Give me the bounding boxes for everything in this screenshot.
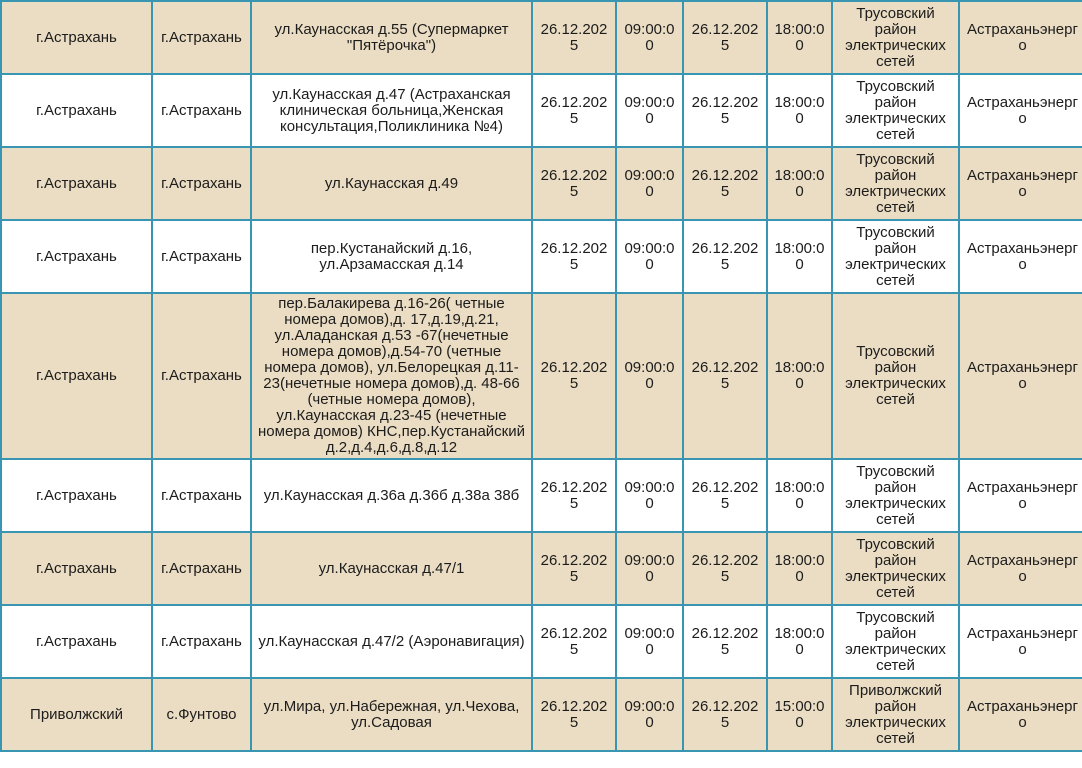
cell-network-area: Приволжский район электрических сетей: [831, 677, 960, 752]
cell-end-time: 18:00:00: [766, 292, 833, 460]
cell-network-area: Трусовский район электрических сетей: [831, 219, 960, 294]
cell-address: ул.Каунасская д.49: [250, 146, 533, 221]
cell-organization: Астраханьэнерго: [958, 677, 1082, 752]
table-row: г.Астрахань г.Астрахань пер.Балакирева д…: [0, 292, 1082, 460]
cell-organization: Астраханьэнерго: [958, 0, 1082, 75]
cell-address: ул.Мира, ул.Набережная, ул.Чехова, ул.Са…: [250, 677, 533, 752]
cell-start-time: 09:00:00: [615, 604, 684, 679]
cell-start-time: 09:00:00: [615, 73, 684, 148]
cell-network-area: Трусовский район электрических сетей: [831, 458, 960, 533]
cell-network-area: Трусовский район электрических сетей: [831, 531, 960, 606]
cell-start-time: 09:00:00: [615, 146, 684, 221]
cell-address: ул.Каунасская д.36а д.36б д.38а 38б: [250, 458, 533, 533]
cell-end-time: 18:00:00: [766, 458, 833, 533]
cell-end-time: 18:00:00: [766, 531, 833, 606]
cell-start-time: 09:00:00: [615, 677, 684, 752]
table-row: г.Астрахань г.Астрахань ул.Каунасская д.…: [0, 531, 1082, 606]
table-body: г.Астрахань г.Астрахань ул.Каунасская д.…: [0, 0, 1082, 752]
cell-address: пер.Кустанайский д.16, ул.Арзамасская д.…: [250, 219, 533, 294]
cell-settlement: г.Астрахань: [151, 73, 252, 148]
cell-settlement: г.Астрахань: [151, 146, 252, 221]
cell-start-time: 09:00:00: [615, 531, 684, 606]
cell-address: ул.Каунасская д.47 (Астраханская клиниче…: [250, 73, 533, 148]
cell-network-area: Трусовский район электрических сетей: [831, 146, 960, 221]
cell-start-date: 26.12.2025: [531, 292, 617, 460]
cell-district: Приволжский: [0, 677, 153, 752]
cell-settlement: г.Астрахань: [151, 458, 252, 533]
cell-end-date: 26.12.2025: [682, 219, 768, 294]
cell-network-area: Трусовский район электрических сетей: [831, 292, 960, 460]
cell-settlement: г.Астрахань: [151, 0, 252, 75]
cell-organization: Астраханьэнерго: [958, 292, 1082, 460]
cell-address: пер.Балакирева д.16-26( четные номера до…: [250, 292, 533, 460]
cell-organization: Астраханьэнерго: [958, 458, 1082, 533]
cell-start-date: 26.12.2025: [531, 677, 617, 752]
cell-network-area: Трусовский район электрических сетей: [831, 604, 960, 679]
cell-district: г.Астрахань: [0, 604, 153, 679]
cell-district: г.Астрахань: [0, 73, 153, 148]
cell-end-date: 26.12.2025: [682, 458, 768, 533]
cell-settlement: г.Астрахань: [151, 604, 252, 679]
cell-organization: Астраханьэнерго: [958, 604, 1082, 679]
cell-end-date: 26.12.2025: [682, 0, 768, 75]
table-row: г.Астрахань г.Астрахань ул.Каунасская д.…: [0, 73, 1082, 148]
cell-start-date: 26.12.2025: [531, 146, 617, 221]
cell-settlement: г.Астрахань: [151, 292, 252, 460]
cell-start-time: 09:00:00: [615, 292, 684, 460]
cell-district: г.Астрахань: [0, 146, 153, 221]
cell-start-time: 09:00:00: [615, 219, 684, 294]
cell-district: г.Астрахань: [0, 219, 153, 294]
cell-settlement: г.Астрахань: [151, 219, 252, 294]
cell-settlement: г.Астрахань: [151, 531, 252, 606]
cell-end-time: 18:00:00: [766, 73, 833, 148]
cell-organization: Астраханьэнерго: [958, 219, 1082, 294]
table-row: г.Астрахань г.Астрахань ул.Каунасская д.…: [0, 0, 1082, 75]
cell-end-time: 15:00:00: [766, 677, 833, 752]
cell-network-area: Трусовский район электрических сетей: [831, 73, 960, 148]
cell-start-time: 09:00:00: [615, 0, 684, 75]
cell-end-time: 18:00:00: [766, 219, 833, 294]
cell-district: г.Астрахань: [0, 0, 153, 75]
cell-end-date: 26.12.2025: [682, 292, 768, 460]
cell-address: ул.Каунасская д.47/1: [250, 531, 533, 606]
table-row: г.Астрахань г.Астрахань ул.Каунасская д.…: [0, 146, 1082, 221]
cell-end-date: 26.12.2025: [682, 604, 768, 679]
cell-end-date: 26.12.2025: [682, 677, 768, 752]
cell-end-date: 26.12.2025: [682, 73, 768, 148]
cell-district: г.Астрахань: [0, 531, 153, 606]
cell-end-date: 26.12.2025: [682, 146, 768, 221]
outage-table: г.Астрахань г.Астрахань ул.Каунасская д.…: [0, 0, 1082, 752]
cell-start-date: 26.12.2025: [531, 531, 617, 606]
cell-organization: Астраханьэнерго: [958, 73, 1082, 148]
table-row: г.Астрахань г.Астрахань пер.Кустанайский…: [0, 219, 1082, 294]
cell-start-date: 26.12.2025: [531, 604, 617, 679]
cell-end-date: 26.12.2025: [682, 531, 768, 606]
table-row: г.Астрахань г.Астрахань ул.Каунасская д.…: [0, 458, 1082, 533]
cell-end-time: 18:00:00: [766, 604, 833, 679]
cell-start-date: 26.12.2025: [531, 219, 617, 294]
cell-settlement: с.Фунтово: [151, 677, 252, 752]
table-row: г.Астрахань г.Астрахань ул.Каунасская д.…: [0, 604, 1082, 679]
cell-district: г.Астрахань: [0, 292, 153, 460]
cell-start-time: 09:00:00: [615, 458, 684, 533]
cell-start-date: 26.12.2025: [531, 458, 617, 533]
cell-organization: Астраханьэнерго: [958, 531, 1082, 606]
cell-district: г.Астрахань: [0, 458, 153, 533]
cell-start-date: 26.12.2025: [531, 0, 617, 75]
cell-organization: Астраханьэнерго: [958, 146, 1082, 221]
table-row: Приволжский с.Фунтово ул.Мира, ул.Набере…: [0, 677, 1082, 752]
cell-network-area: Трусовский район электрических сетей: [831, 0, 960, 75]
cell-end-time: 18:00:00: [766, 0, 833, 75]
cell-address: ул.Каунасская д.55 (Супермаркет "Пятёроч…: [250, 0, 533, 75]
cell-address: ул.Каунасская д.47/2 (Аэронавигация): [250, 604, 533, 679]
cell-end-time: 18:00:00: [766, 146, 833, 221]
cell-start-date: 26.12.2025: [531, 73, 617, 148]
